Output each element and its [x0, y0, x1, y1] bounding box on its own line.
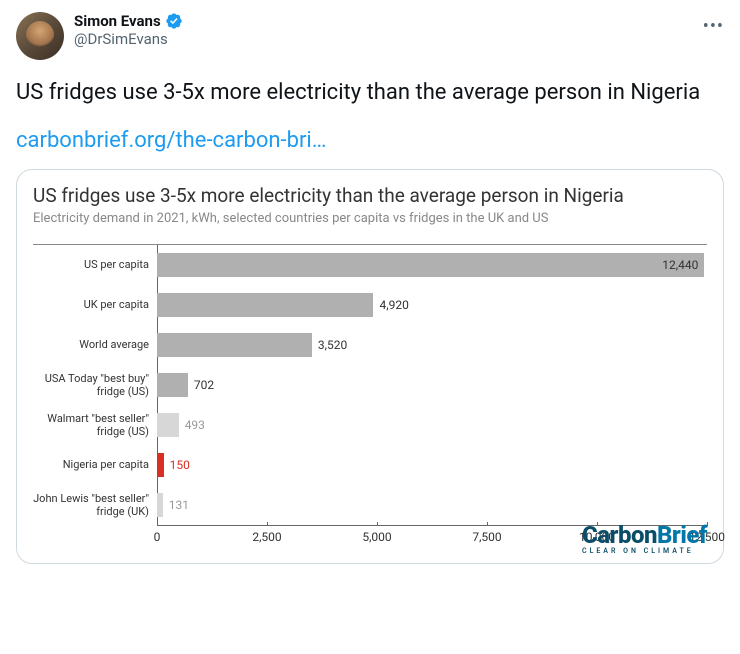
bar: [157, 293, 373, 317]
tweet-text: US fridges use 3-5x more electricity tha…: [16, 78, 724, 108]
bar-label: UK per capita: [33, 298, 157, 311]
brand-tagline: CLEAR ON CLIMATE: [582, 547, 707, 555]
author-handle[interactable]: @DrSimEvans: [74, 30, 183, 48]
author-display-name[interactable]: Simon Evans: [74, 12, 161, 30]
chart-subtitle: Electricity demand in 2021, kWh, selecte…: [33, 211, 707, 226]
bar-value: 493: [185, 418, 205, 432]
bar-track: 12,440: [157, 245, 707, 285]
x-axis-label: 0: [154, 530, 161, 544]
bar-value: 3,520: [318, 338, 347, 352]
bar-label: World average: [33, 338, 157, 351]
x-tick: [267, 522, 268, 526]
bar-value: 150: [170, 458, 190, 472]
bar: [157, 333, 312, 357]
bar-label: US per capita: [33, 258, 157, 271]
chart-area: US per capita 12,440 UK per capita 4,920 Wor…: [33, 244, 707, 553]
more-options-icon[interactable]: •••: [703, 16, 724, 37]
bar-value: 702: [194, 378, 214, 392]
bar-row: John Lewis "best seller" fridge (UK) 131: [33, 485, 707, 525]
bar-track: 702: [157, 365, 707, 405]
bar-value: 4,920: [379, 298, 408, 312]
bar-row: Nigeria per capita 150: [33, 445, 707, 485]
bar-row: US per capita 12,440: [33, 245, 707, 285]
tweet-card[interactable]: US fridges use 3-5x more electricity tha…: [16, 169, 724, 564]
bar-value: 131: [169, 498, 189, 512]
bar-value: 12,440: [662, 258, 698, 272]
bar-row: UK per capita 4,920: [33, 285, 707, 325]
bar-label: John Lewis "best seller" fridge (UK): [33, 492, 157, 518]
brand-name-2: Brief: [657, 521, 707, 549]
bar-track: 493: [157, 405, 707, 445]
bar: 12,440: [157, 253, 704, 277]
bar: [157, 413, 179, 437]
x-axis-label: 2,500: [252, 530, 281, 544]
brand-logo: CarbonBrief CLEAR ON CLIMATE: [582, 521, 707, 555]
x-axis-label: 7,500: [472, 530, 501, 544]
bar-label: USA Today "best buy" fridge (US): [33, 372, 157, 398]
bar-track: 131: [157, 485, 707, 525]
bar: [157, 493, 163, 517]
chart-title: US fridges use 3-5x more electricity tha…: [33, 184, 707, 207]
x-axis-label: 5,000: [362, 530, 391, 544]
verified-badge-icon: [165, 12, 183, 30]
bar-label: Walmart "best seller" fridge (US): [33, 412, 157, 438]
tweet-link[interactable]: carbonbrief.org/the-carbon-bri…: [16, 128, 724, 153]
x-tick: [377, 522, 378, 526]
bar: [157, 373, 188, 397]
x-tick: [487, 522, 488, 526]
brand-name-1: Carbon: [582, 521, 657, 549]
bar-track: 4,920: [157, 285, 707, 325]
bar-label: Nigeria per capita: [33, 458, 157, 471]
bar-row: World average 3,520: [33, 325, 707, 365]
bar-row: Walmart "best seller" fridge (US) 493: [33, 405, 707, 445]
avatar[interactable]: [16, 12, 64, 60]
x-tick: [157, 522, 158, 526]
bar-track: 150: [157, 445, 707, 485]
bar-row: USA Today "best buy" fridge (US) 702: [33, 365, 707, 405]
x-tick: [707, 522, 708, 526]
bar-track: 3,520: [157, 325, 707, 365]
bar: [157, 453, 164, 477]
